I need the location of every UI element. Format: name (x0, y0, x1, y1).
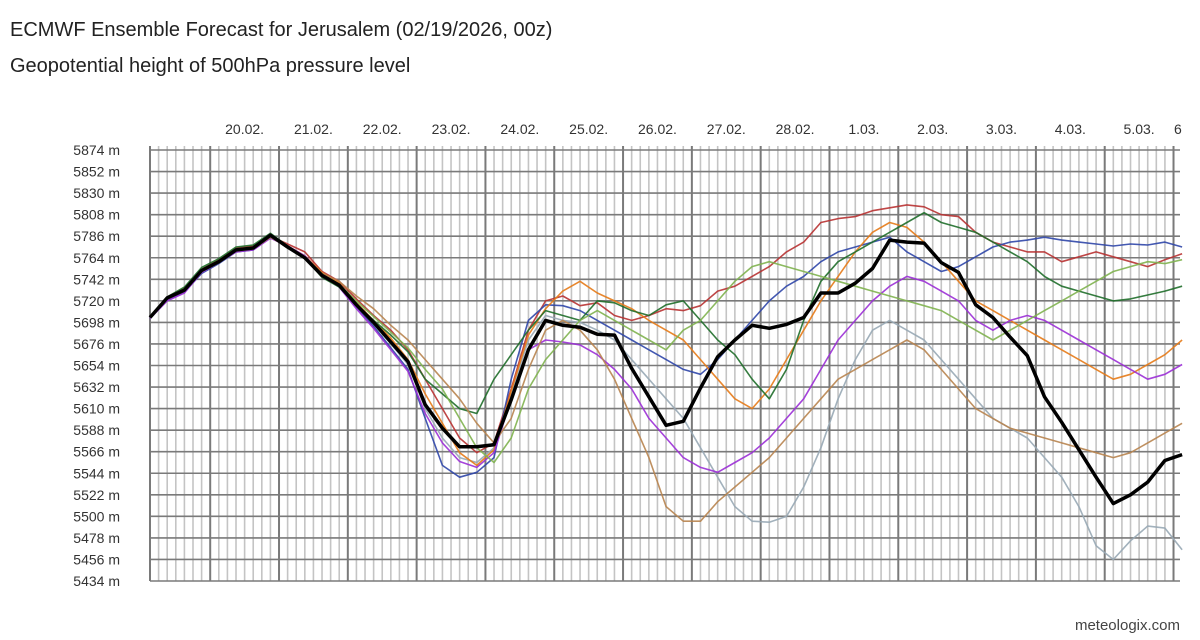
x-tick-label: 2.03. (917, 121, 948, 137)
y-axis-ticks: 5874 m 5852 m 5830 m 5808 m 5786 m 5764 m 5742… (73, 142, 120, 589)
credit-text: meteologix.com (1075, 617, 1180, 634)
y-tick-label: 5720 m (73, 293, 120, 309)
chart-title: ECMWF Ensemble Forecast for Jerusalem (0… (10, 19, 552, 41)
x-tick-label: 5.03. (1124, 121, 1155, 137)
x-tick-label: 21.02. (294, 121, 333, 137)
y-tick-label: 5522 m (73, 487, 120, 503)
grid (149, 146, 1180, 582)
y-tick-label: 5632 m (73, 379, 120, 395)
x-tick-label: 1.03. (848, 121, 879, 137)
x-tick-label: 3.03. (986, 121, 1017, 137)
y-tick-label: 5852 m (73, 164, 120, 180)
y-tick-label: 5654 m (73, 358, 120, 374)
chart-subtitle: Geopotential height of 500hPa pressure l… (10, 55, 410, 77)
x-tick-label: 25.02. (569, 121, 608, 137)
y-tick-label: 5434 m (73, 573, 120, 589)
x-tick-label: 26.02. (638, 121, 677, 137)
y-tick-label: 5610 m (73, 401, 120, 417)
control-run-line (148, 233, 1183, 506)
y-tick-label: 5808 m (73, 207, 120, 223)
y-tick-label: 5742 m (73, 271, 120, 287)
y-tick-label: 5566 m (73, 444, 120, 460)
x-tick-label: 24.02. (500, 121, 539, 137)
y-tick-label: 5830 m (73, 185, 120, 201)
x-tick-label: 6 (1174, 121, 1182, 137)
y-tick-label: 5544 m (73, 465, 120, 481)
y-tick-label: 5786 m (73, 228, 120, 244)
y-tick-label: 5456 m (73, 551, 120, 567)
y-tick-label: 5764 m (73, 250, 120, 266)
y-tick-label: 5698 m (73, 314, 120, 330)
x-tick-label: 22.02. (363, 121, 402, 137)
series-group (148, 204, 1183, 561)
y-tick-label: 5500 m (73, 508, 120, 524)
y-tick-label: 5676 m (73, 336, 120, 352)
x-tick-label: 4.03. (1055, 121, 1086, 137)
x-tick-label: 27.02. (707, 121, 746, 137)
y-tick-label: 5588 m (73, 422, 120, 438)
y-tick-label: 5874 m (73, 142, 120, 158)
x-tick-label: 23.02. (432, 121, 471, 137)
x-tick-label: 28.02. (776, 121, 815, 137)
x-axis-ticks: 20.02. 21.02. 22.02. 23.02. 24.02. 25.02. 26.0… (225, 121, 1182, 137)
y-tick-label: 5478 m (73, 530, 120, 546)
x-tick-label: 20.02. (225, 121, 264, 137)
